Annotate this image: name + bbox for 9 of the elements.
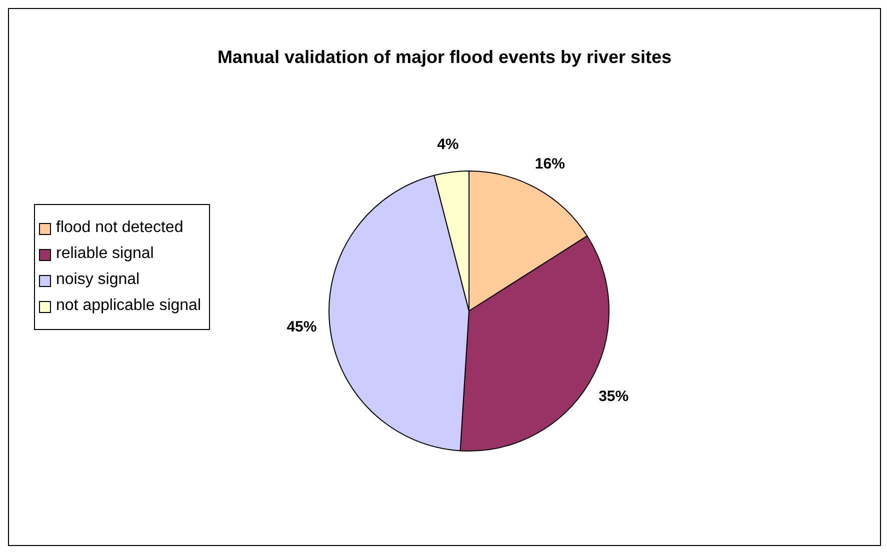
data-label: 45% [286,318,317,336]
chart-title: Manual validation of major flood events by river sites [216,47,673,68]
legend-label: flood not detected [56,219,184,237]
legend-label: noisy signal [56,271,140,289]
legend-label: not applicable signal [56,297,201,315]
data-label: 35% [598,388,629,406]
legend-label: reliable signal [56,245,154,263]
data-label: 4% [437,136,459,153]
data-label: 16% [534,155,565,172]
